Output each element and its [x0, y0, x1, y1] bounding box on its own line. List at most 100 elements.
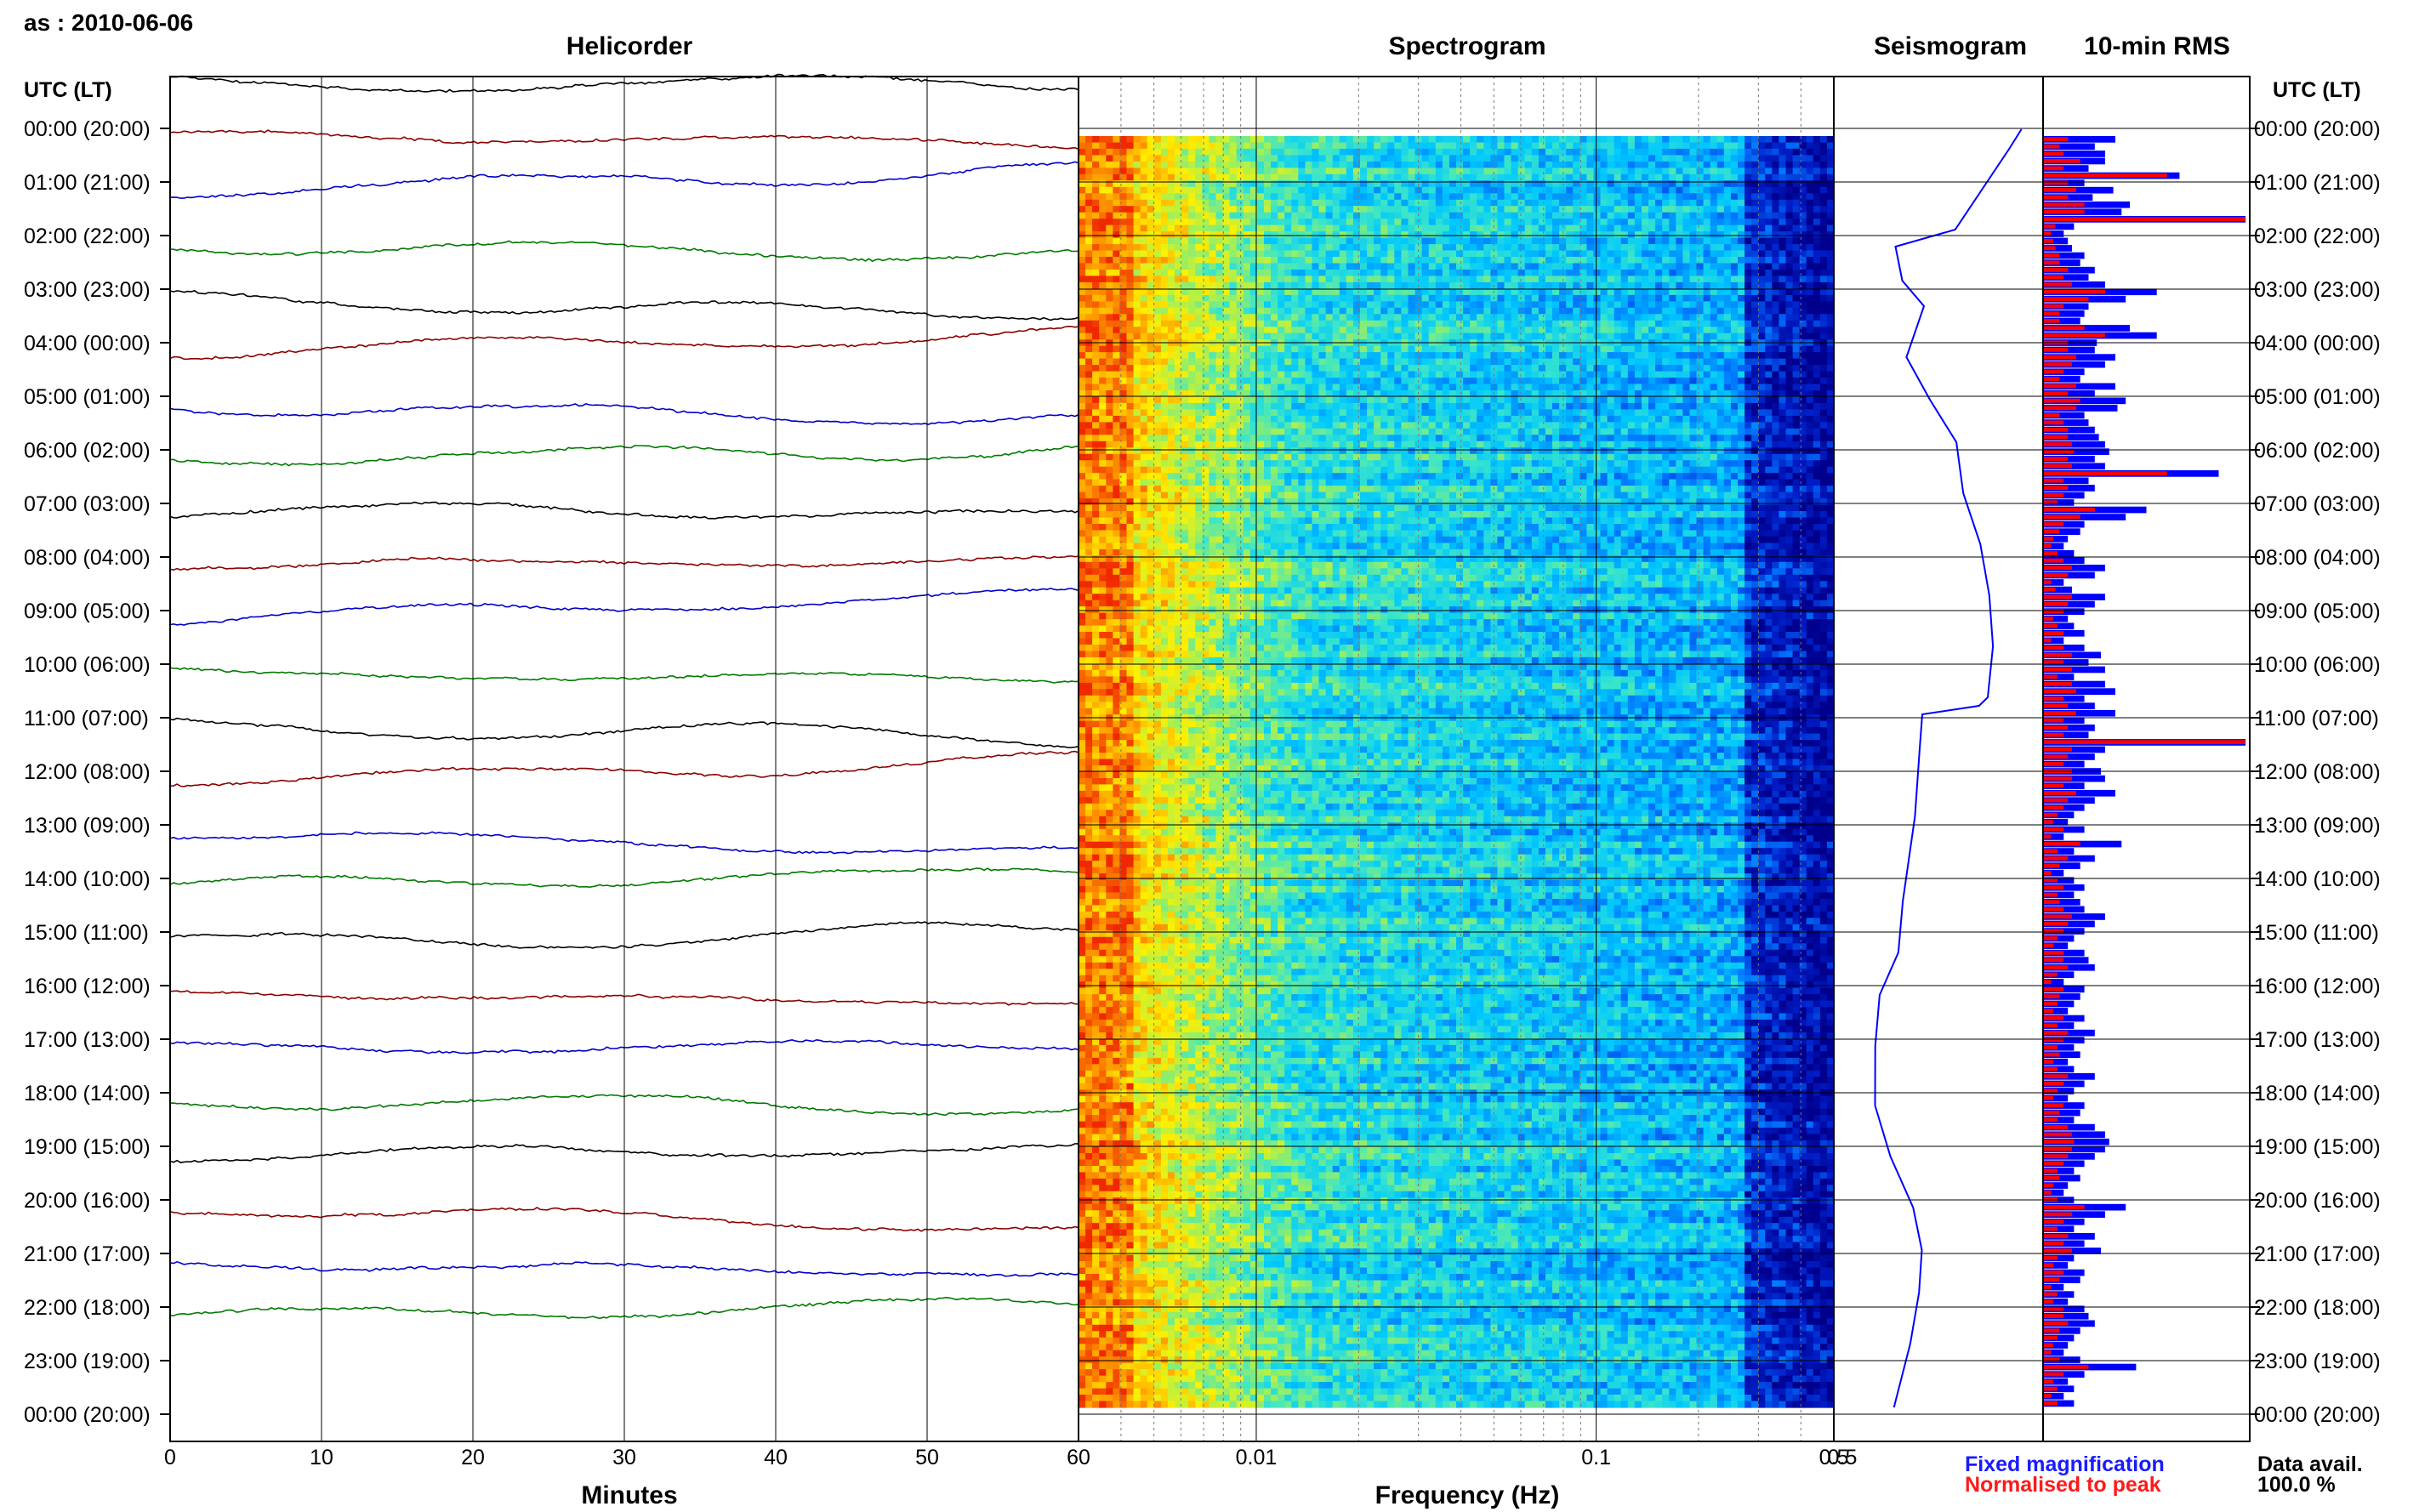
spectrogram-cell [1456, 327, 1464, 334]
spectrogram-cell [1792, 136, 1801, 144]
spectrogram-cell [1682, 345, 1691, 353]
spectrogram-cell [1387, 402, 1395, 410]
spectrogram-cell [1758, 168, 1766, 175]
spectrogram-cell [1202, 180, 1210, 188]
spectrogram-cell [1284, 327, 1292, 334]
spectrogram-cell [1456, 219, 1464, 226]
spectrogram-cell [1573, 161, 1580, 168]
spectrogram-cell [1614, 212, 1622, 219]
spectrogram-cell [1511, 301, 1519, 309]
spectrogram-cell [1813, 281, 1821, 289]
spectrogram-cell [1256, 212, 1265, 219]
spectrogram-cell [1079, 276, 1086, 283]
spectrogram-cell [1414, 327, 1423, 334]
spectrogram-cell [1689, 186, 1698, 194]
spectrogram-cell [1730, 237, 1739, 245]
spectrogram-cell [1284, 142, 1292, 150]
spectrogram-cell [1271, 186, 1278, 194]
spectrogram-cell [1284, 219, 1292, 226]
spectrogram-cell [1745, 206, 1752, 213]
spectrogram-cell [1374, 136, 1381, 144]
spectrogram-cell [1772, 314, 1779, 321]
spectrogram-cell [1318, 281, 1327, 289]
spectrogram-cell [1607, 173, 1615, 181]
spectrogram-cell [1092, 186, 1100, 194]
spectrogram-cell [1634, 173, 1642, 181]
spectrogram-cell [1092, 212, 1100, 219]
spectrogram-cell [1332, 314, 1340, 321]
spectrogram-cell [1271, 148, 1278, 156]
spectrogram-cell [1079, 142, 1086, 150]
spectrogram-cell [1387, 301, 1395, 309]
spectrogram-cell [1325, 136, 1334, 144]
spectrogram-cell [1682, 161, 1691, 168]
spectrogram-cell [1394, 225, 1402, 232]
spectrogram-cell [1346, 186, 1354, 194]
spectrogram-cell [1470, 294, 1477, 302]
spectrogram-cell [1298, 206, 1306, 213]
spectrogram-cell [1153, 212, 1162, 219]
spectrogram-cell [1140, 384, 1148, 391]
spectrogram-cell [1449, 294, 1457, 302]
spectrogram-cell [1511, 231, 1519, 239]
spectrogram-cell [1401, 155, 1409, 162]
spectrogram-cell [1113, 415, 1121, 423]
spectrogram-cell [1160, 294, 1169, 302]
spectrogram-cell [1153, 276, 1162, 283]
spectrogram-cell [1140, 402, 1148, 410]
spectrogram-cell [1758, 173, 1766, 181]
spectrogram-cell [1360, 409, 1368, 417]
spectrogram-cell [1147, 148, 1155, 156]
spectrogram-cell [1367, 263, 1375, 270]
spectrogram-cell [1517, 206, 1526, 213]
spectrogram-cell [1716, 148, 1725, 156]
spectrogram-cell [1792, 186, 1801, 194]
spectrogram-cell [1421, 193, 1430, 201]
spectrogram-cell [1792, 180, 1801, 188]
spectrogram-cell [1346, 422, 1354, 429]
spectrogram-cell [1215, 276, 1224, 283]
spectrogram-cell [1119, 161, 1128, 168]
spectrogram-cell [1600, 257, 1608, 264]
spectrogram-cell [1435, 320, 1443, 327]
spectrogram-cell [1531, 276, 1540, 283]
spectrogram-cell [1490, 345, 1499, 353]
spectrogram-cell [1806, 148, 1814, 156]
spectrogram-cell [1531, 237, 1540, 245]
spectrogram-cell [1813, 231, 1821, 239]
spectrogram-cell [1463, 396, 1471, 404]
spectrogram-cell [1140, 358, 1148, 366]
spectrogram-cell [1435, 288, 1443, 296]
spectrogram-cell [1538, 237, 1546, 245]
spectrogram-cell [1147, 281, 1155, 289]
spectrogram-cell [1566, 257, 1574, 264]
spectrogram-cell [1552, 371, 1560, 378]
spectrogram-cell [1779, 333, 1787, 340]
spectrogram-cell [1298, 276, 1306, 283]
spectrogram-cell [1538, 199, 1546, 207]
spectrogram-cell [1483, 148, 1491, 156]
spectrogram-cell [1119, 345, 1128, 353]
spectrogram-cell [1566, 250, 1574, 258]
spectrogram-cell [1634, 270, 1642, 277]
spectrogram-cell [1779, 173, 1787, 181]
spectrogram-cell [1648, 168, 1656, 175]
spectrogram-cell [1497, 365, 1505, 372]
spectrogram-cell [1566, 409, 1574, 417]
spectrogram-cell [1160, 358, 1169, 366]
spectrogram-cell [1181, 327, 1189, 334]
spectrogram-cell [1552, 193, 1560, 201]
spectrogram-cell [1682, 390, 1691, 398]
spectrogram-cell [1559, 333, 1567, 340]
spectrogram-cell [1428, 281, 1437, 289]
spectrogram-cell [1497, 276, 1505, 283]
spectrogram-cell [1305, 294, 1313, 302]
spectrogram-cell [1813, 148, 1821, 156]
spectrogram-cell [1751, 371, 1759, 378]
spectrogram-cell [1236, 148, 1244, 156]
spectrogram-cell [1669, 212, 1676, 219]
spectrogram-cell [1188, 358, 1196, 366]
spectrogram-cell [1332, 173, 1340, 181]
spectrogram-cell [1442, 250, 1450, 258]
spectrogram-cell [1456, 186, 1464, 194]
